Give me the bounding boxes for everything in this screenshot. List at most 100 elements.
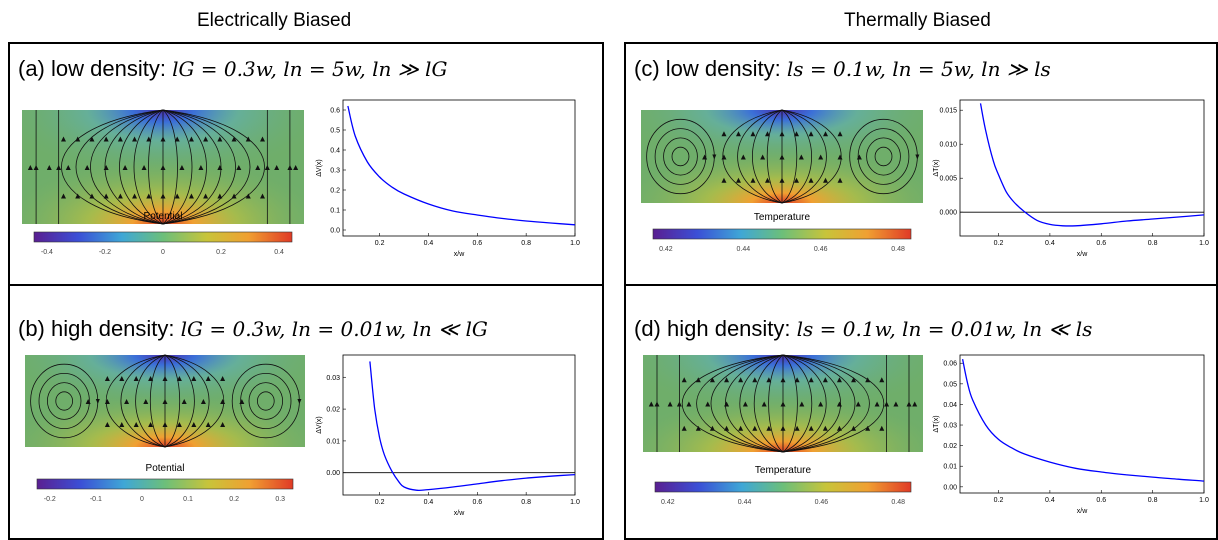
y-tick-label: 0.03	[943, 423, 957, 430]
y-tick-label: 0.01	[326, 438, 340, 445]
colorbar-tick-label: 0.44	[736, 246, 750, 253]
y-tick-label: 0.1	[330, 208, 340, 215]
x-tick-label: 0.2	[375, 240, 385, 247]
y-axis-label: ΔV(x)	[316, 416, 323, 434]
line-chart-b: 0.2 0.4 0.6 0.8 1.0 0.00 0.01 0.02 0.03 x/w ΔV(x)	[316, 354, 580, 517]
streamlines	[648, 354, 918, 453]
y-axis-label: ΔT(x)	[933, 415, 940, 432]
y-tick-label: 0.05	[943, 381, 957, 388]
series-line	[961, 358, 1205, 482]
colorbar-label: Potential	[144, 211, 183, 222]
y-tick-label: 0.005	[939, 176, 957, 183]
plot-frame	[959, 354, 1205, 494]
x-tick-label: 1.0	[1199, 497, 1209, 504]
panel-b-title: (b) high density: lG = 0.3w, ln = 0.01w,…	[18, 316, 488, 341]
colorbar-label: Temperature	[755, 465, 812, 476]
y-tick-label: 0.02	[326, 407, 340, 414]
plot-frame	[342, 99, 576, 237]
colorbar-tick-label: 0	[140, 496, 144, 503]
column-title-thermal: Thermally Biased	[844, 10, 991, 31]
colorbar-tick-label: 0.48	[891, 499, 905, 506]
colorbar-tick-label: -0.1	[90, 496, 102, 503]
panel-b-formula: lG = 0.3w, ln = 0.01w, ln ≪ lG	[180, 317, 488, 341]
panel-d-formula: ls = 0.1w, ln = 0.01w, ln ≪ ls	[796, 317, 1093, 341]
x-tick-label: 0.8	[1148, 240, 1158, 247]
panel-c-title: (c) low density: ls = 0.1w, ln = 5w, ln …	[634, 56, 1051, 81]
y-tick-label: 0.04	[943, 402, 957, 409]
x-tick-label: 0.8	[1148, 497, 1158, 504]
flow-field-d	[643, 354, 923, 453]
y-tick-label: 0.3	[330, 168, 340, 175]
panel-d-title: (d) high density: ls = 0.1w, ln = 0.01w,…	[634, 316, 1093, 341]
x-axis-label: x/w	[1077, 251, 1088, 258]
series-line	[347, 105, 576, 226]
x-tick-label: 0.8	[521, 499, 531, 506]
y-tick-label: 0.01	[943, 464, 957, 471]
y-tick-label: 0.0	[330, 228, 340, 235]
flow-field-a	[22, 109, 304, 225]
colorbar-tick-label: 0.44	[738, 499, 752, 506]
y-tick-label: 0.03	[326, 375, 340, 382]
streamlines	[646, 109, 920, 204]
y-tick-label: 0.5	[330, 128, 340, 135]
colorbar-tick-label: 0.4	[274, 249, 284, 256]
colorbar-tick-label: 0.2	[216, 249, 226, 256]
colorbar-b: Potential -0.2 -0.1 0 0.1 0.2 0.3	[36, 463, 294, 503]
y-tick-label: 0.06	[943, 361, 957, 368]
colorbar-tick-label: 0.3	[275, 496, 285, 503]
colorbar-a: Potential -0.4 -0.2 0 0.2 0.4	[33, 211, 293, 256]
y-tick-label: 0.6	[330, 108, 340, 115]
flow-field-b	[25, 354, 305, 448]
line-chart-a: 0.2 0.4 0.6 0.8 1.0 0.0 0.1 0.2 0.3 0.4 0.5 0.6 x/w Δ…	[316, 99, 580, 258]
plot-frame	[342, 354, 576, 496]
y-tick-label: 0.2	[330, 188, 340, 195]
colorbar-tick-label: -0.2	[99, 249, 111, 256]
x-axis-label: x/w	[1077, 508, 1088, 515]
colorbar-tick-label: 0.42	[659, 246, 673, 253]
x-tick-label: 0.6	[472, 499, 482, 506]
colorbar-tick-label: 0	[161, 249, 165, 256]
colorbar-tick-label: 0.46	[814, 246, 828, 253]
x-tick-label: 0.6	[472, 240, 482, 247]
flow-field-c	[641, 109, 923, 204]
x-tick-label: 0.2	[994, 240, 1004, 247]
x-tick-label: 0.6	[1096, 497, 1106, 504]
y-axis-label: ΔV(x)	[316, 159, 323, 177]
x-tick-label: 0.8	[521, 240, 531, 247]
colorbar-tick-label: 0.46	[815, 499, 829, 506]
y-tick-label: 0.000	[939, 210, 957, 217]
streamlines	[30, 354, 302, 448]
colorbar-label: Potential	[146, 463, 185, 474]
line-chart-c: 0.2 0.4 0.6 0.8 1.0 0.000 0.005 0.010 0.015 x/w ΔT…	[933, 99, 1209, 258]
x-tick-label: 1.0	[570, 240, 580, 247]
colorbar-d: Temperature 0.42 0.44 0.46 0.48	[654, 465, 912, 506]
colorbar-tick-label: 0.48	[891, 246, 905, 253]
y-tick-label: 0.00	[326, 470, 340, 477]
line-chart-d: 0.2 0.4 0.6 0.8 1.0 0.00 0.01 0.02 0.03 0.04 0.05 0…	[933, 354, 1209, 515]
plot-frame	[959, 99, 1205, 237]
x-tick-label: 0.2	[994, 497, 1004, 504]
x-tick-label: 0.4	[1045, 240, 1055, 247]
y-axis-label: ΔT(x)	[933, 159, 940, 176]
x-tick-label: 0.6	[1096, 240, 1106, 247]
y-tick-label: 0.4	[330, 148, 340, 155]
colorbar-tick-label: 0.2	[229, 496, 239, 503]
colorbar-tick-label: -0.4	[41, 249, 53, 256]
colorbar-label: Temperature	[754, 212, 811, 223]
panel-a-title: (a) low density: lG = 0.3w, ln = 5w, ln …	[18, 56, 448, 81]
x-tick-label: 0.4	[424, 499, 434, 506]
x-tick-label: 0.4	[1045, 497, 1055, 504]
panel-b: (b) high density: lG = 0.3w, ln = 0.01w,…	[8, 284, 604, 540]
panel-c-formula: ls = 0.1w, ln = 5w, ln ≫ ls	[786, 57, 1051, 81]
x-tick-label: 0.2	[375, 499, 385, 506]
x-tick-label: 1.0	[1199, 240, 1209, 247]
panel-a-formula: lG = 0.3w, ln = 5w, ln ≫ lG	[172, 57, 448, 81]
colorbar-tick-label: 0.42	[661, 499, 675, 506]
x-axis-label: x/w	[454, 251, 465, 258]
y-tick-label: 0.010	[939, 142, 957, 149]
colorbar-c: Temperature 0.42 0.44 0.46 0.48	[652, 212, 912, 253]
series-line	[979, 103, 1205, 227]
series-line	[369, 361, 576, 492]
x-tick-label: 1.0	[570, 499, 580, 506]
